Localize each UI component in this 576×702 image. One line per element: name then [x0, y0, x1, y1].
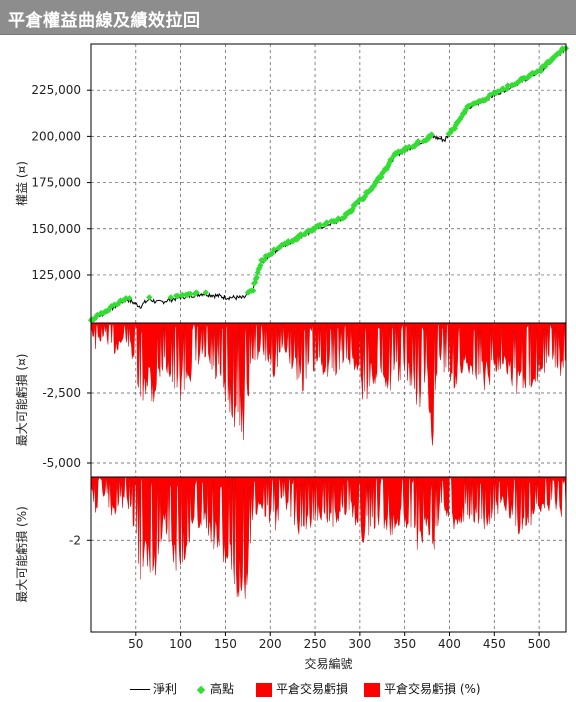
equity-high-point — [253, 274, 260, 281]
y-axis-label: 最大可能虧損 (%) — [14, 506, 29, 603]
equity-high-point — [257, 262, 264, 269]
x-tick-label: 500 — [528, 637, 551, 651]
chart-legend: 淨利 高點 平倉交易虧損 平倉交易虧損 (%) — [0, 678, 576, 698]
drawdown-area — [90, 322, 567, 446]
x-tick-label: 300 — [348, 637, 371, 651]
equity-high-point — [500, 85, 507, 92]
y-axis-label: 權益 (¤) — [15, 161, 29, 206]
y-tick-label: 175,000 — [31, 176, 81, 190]
equity-high-point — [388, 156, 395, 163]
legend-item-dd-abs: 平倉交易虧損 — [256, 680, 348, 697]
x-tick-label: 350 — [393, 637, 416, 651]
equity-drawdown-chart: 125,000 150,000 175,000 200,000 225,000 權益 (¤… — [14, 43, 570, 671]
x-tick-label: 200 — [259, 637, 282, 651]
y-tick-label: 225,000 — [31, 83, 81, 97]
legend-box-swatch — [256, 682, 272, 697]
equity-high-point — [323, 219, 330, 226]
y-tick-label: 150,000 — [31, 222, 81, 236]
y-tick-label: 200,000 — [31, 129, 81, 143]
x-tick-label: 250 — [304, 637, 327, 651]
label-layer: 125,000 150,000 175,000 200,000 225,000 權益 (¤… — [14, 83, 551, 671]
x-tick-label: 100 — [169, 637, 192, 651]
title-bar: 平倉權益曲線及績效拉回 — [0, 0, 576, 35]
x-tick-label: 150 — [214, 637, 237, 651]
x-tick-label: 50 — [128, 637, 143, 651]
legend-item-net: 淨利 — [130, 680, 177, 697]
x-tick-label: 450 — [483, 637, 506, 651]
drawdown-area — [90, 476, 567, 599]
legend-item-dd-pct: 平倉交易虧損 (%) — [364, 680, 481, 697]
equity-high-point — [167, 294, 174, 301]
legend-line-swatch — [130, 689, 150, 690]
equity-high-point — [104, 307, 112, 314]
equity-high-point — [428, 131, 435, 138]
frame-layer — [87, 43, 567, 636]
equity-high-point — [504, 82, 511, 89]
equity-high-point — [122, 295, 130, 302]
panel-frame — [90, 476, 567, 633]
legend-box-swatch — [364, 682, 380, 697]
equity-line — [90, 47, 567, 323]
legend-dot-swatch — [196, 685, 206, 694]
legend-item-highs: 高點 — [194, 680, 234, 697]
y-tick-label: -5,000 — [42, 456, 81, 470]
y-tick-label: -2,500 — [42, 386, 81, 400]
equity-high-point — [484, 95, 491, 102]
equity-high-point — [415, 138, 422, 145]
window-title: 平倉權益曲線及績效拉回 — [8, 11, 201, 31]
panel-frame — [90, 43, 567, 324]
y-tick-label: -2 — [69, 533, 81, 547]
x-axis-label: 交易編號 — [304, 656, 352, 671]
data-layer — [87, 45, 570, 599]
equity-high-point — [335, 215, 342, 222]
y-axis-label: 最大可能虧損 (¤) — [14, 354, 29, 447]
y-tick-label: 125,000 — [31, 268, 81, 282]
equity-high-point — [146, 294, 153, 301]
x-tick-label: 400 — [438, 637, 461, 651]
